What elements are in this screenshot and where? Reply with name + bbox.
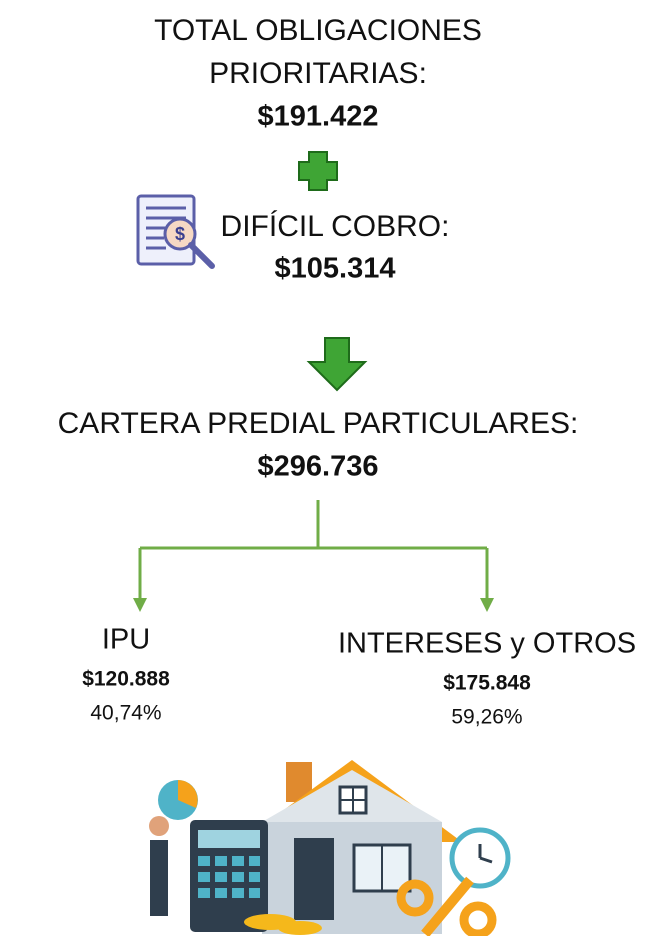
infographic: TOTAL OBLIGACIONES PRIORITARIAS: $191.42… bbox=[0, 0, 666, 936]
branch-share: 40,74% bbox=[90, 702, 161, 725]
svg-text:$: $ bbox=[175, 224, 185, 244]
middle-amount: $105.314 bbox=[275, 253, 396, 285]
total-amount: $296.736 bbox=[258, 451, 379, 483]
document-icon: $ bbox=[138, 196, 212, 266]
branch-amount: $120.888 bbox=[82, 668, 170, 691]
branch-label: INTERESES y OTROS bbox=[338, 628, 636, 660]
branch-amount: $175.848 bbox=[443, 672, 531, 695]
middle-label: DIFÍCIL COBRO: bbox=[221, 210, 450, 243]
top-label-1: TOTAL OBLIGACIONES bbox=[154, 14, 482, 47]
branch-share: 59,26% bbox=[451, 706, 522, 729]
down-arrow bbox=[309, 338, 365, 390]
arrow-head bbox=[133, 598, 147, 612]
top-label-2: PRIORITARIAS: bbox=[209, 57, 427, 90]
top-amount: $191.422 bbox=[258, 101, 379, 133]
arrow-head bbox=[480, 598, 494, 612]
branch-label: IPU bbox=[102, 624, 150, 656]
plus-icon bbox=[299, 152, 337, 190]
house-illustration bbox=[149, 760, 508, 935]
total-label: CARTERA PREDIAL PARTICULARES: bbox=[58, 407, 579, 440]
tree-connector bbox=[140, 500, 487, 600]
